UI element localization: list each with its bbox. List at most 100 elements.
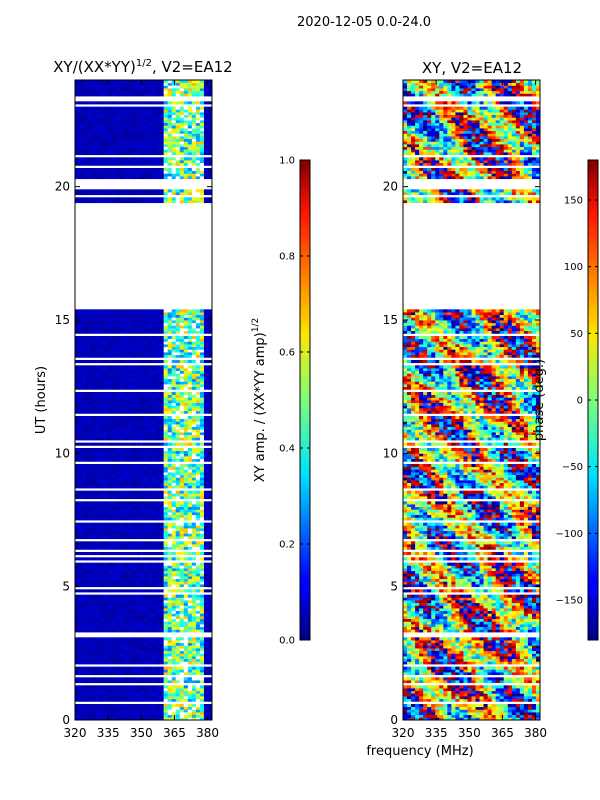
heatmap-cell xyxy=(143,496,148,500)
heatmap-cell xyxy=(83,573,88,577)
heatmap-cell xyxy=(143,546,148,550)
heatmap-cell xyxy=(171,717,177,721)
heatmap-cell xyxy=(91,530,96,534)
heatmap-cell xyxy=(207,581,213,585)
heatmap-cell xyxy=(199,149,205,153)
heatmap-cell xyxy=(191,392,197,396)
heatmap-cell xyxy=(163,496,169,500)
heatmap-cell xyxy=(135,392,140,396)
heatmap-cell xyxy=(123,573,128,577)
heatmap-cell xyxy=(203,525,209,529)
heatmap-cell xyxy=(103,421,108,425)
heatmap-cell xyxy=(191,605,197,609)
heatmap-cell xyxy=(183,640,189,644)
heatmap-cell xyxy=(191,504,197,508)
heatmap-cell xyxy=(171,450,177,454)
heatmap-cell xyxy=(199,642,205,646)
heatmap-cell xyxy=(143,552,148,556)
heatmap-cell xyxy=(207,624,213,628)
heatmap-cell xyxy=(99,189,104,193)
heatmap-cell xyxy=(91,200,96,204)
heatmap-cell xyxy=(207,336,213,340)
heatmap-cell xyxy=(103,376,108,380)
heatmap-cell xyxy=(83,384,88,388)
heatmap-cell xyxy=(183,480,189,484)
heatmap-cell xyxy=(131,525,136,529)
heatmap-cell xyxy=(187,370,193,374)
heatmap-cell xyxy=(79,168,84,172)
heatmap-cell xyxy=(175,672,181,676)
heatmap-cell xyxy=(75,688,80,692)
heatmap-cell xyxy=(183,458,189,462)
heatmap-cell xyxy=(155,192,161,196)
heatmap-cell xyxy=(187,336,193,340)
heatmap-cell xyxy=(179,530,185,534)
heatmap-cell xyxy=(179,552,185,556)
heatmap-cell xyxy=(87,197,92,201)
heatmap-cell xyxy=(111,392,116,396)
heatmap-cell xyxy=(163,157,169,161)
heatmap-cell xyxy=(143,485,148,489)
heatmap-cell xyxy=(203,640,209,644)
heatmap-cell xyxy=(107,442,112,446)
heatmap-cell xyxy=(123,669,128,673)
heatmap-cell xyxy=(123,661,128,665)
heatmap-cell xyxy=(123,365,128,369)
heatmap-cell xyxy=(179,400,185,404)
heatmap-cell xyxy=(171,200,177,204)
heatmap-cell xyxy=(195,658,201,662)
heatmap-cell xyxy=(167,597,173,601)
heatmap-cell xyxy=(107,530,112,534)
heatmap-cell xyxy=(171,314,177,318)
heatmap-cell xyxy=(195,706,201,710)
heatmap-cell xyxy=(87,626,92,630)
heatmap-cell xyxy=(179,482,185,486)
heatmap-cell xyxy=(115,170,120,174)
heatmap-cell xyxy=(139,533,144,537)
heatmap-cell xyxy=(207,570,213,574)
heatmap-cell xyxy=(175,546,181,550)
heatmap-cell xyxy=(195,309,201,313)
heatmap-cell xyxy=(175,429,181,433)
heatmap-cell xyxy=(191,610,197,614)
heatmap-cell xyxy=(135,530,140,534)
heatmap-cell xyxy=(187,386,193,390)
heatmap-cell xyxy=(163,432,169,436)
heatmap-cell xyxy=(167,197,173,201)
heatmap-cell xyxy=(159,394,165,398)
heatmap-cell xyxy=(131,192,136,196)
heatmap-cell xyxy=(131,584,136,588)
heatmap-cell xyxy=(123,144,128,148)
heatmap-cell xyxy=(151,685,156,689)
heatmap-cell xyxy=(115,370,120,374)
heatmap-cell xyxy=(107,645,112,649)
heatmap-cell xyxy=(115,400,120,404)
heatmap-cell xyxy=(83,581,88,585)
heatmap-cell xyxy=(199,629,205,633)
heatmap-cell xyxy=(131,613,136,617)
heatmap-cell xyxy=(107,189,112,193)
heatmap-cell xyxy=(79,533,84,537)
heatmap-cell xyxy=(155,477,161,481)
heatmap-cell xyxy=(95,472,100,476)
heatmap-cell xyxy=(111,666,116,670)
heatmap-cell xyxy=(75,661,80,665)
heatmap-cell xyxy=(115,496,120,500)
heatmap-cell xyxy=(131,688,136,692)
heatmap-cell xyxy=(191,704,197,708)
heatmap-cell xyxy=(75,341,80,345)
heatmap-cell xyxy=(167,546,173,550)
heatmap-cell xyxy=(79,152,84,156)
heatmap-cell xyxy=(135,578,140,582)
heatmap-cell xyxy=(163,589,169,593)
heatmap-cell xyxy=(159,594,165,598)
heatmap-cell xyxy=(119,370,124,374)
heatmap-cell xyxy=(123,597,128,601)
heatmap-cell xyxy=(127,402,132,406)
heatmap-cell xyxy=(103,434,108,438)
heatmap-cell xyxy=(91,584,96,588)
heatmap-cell xyxy=(155,613,161,617)
heatmap-cell xyxy=(79,384,84,388)
heatmap-cell xyxy=(187,432,193,436)
heatmap-cell xyxy=(163,648,169,652)
